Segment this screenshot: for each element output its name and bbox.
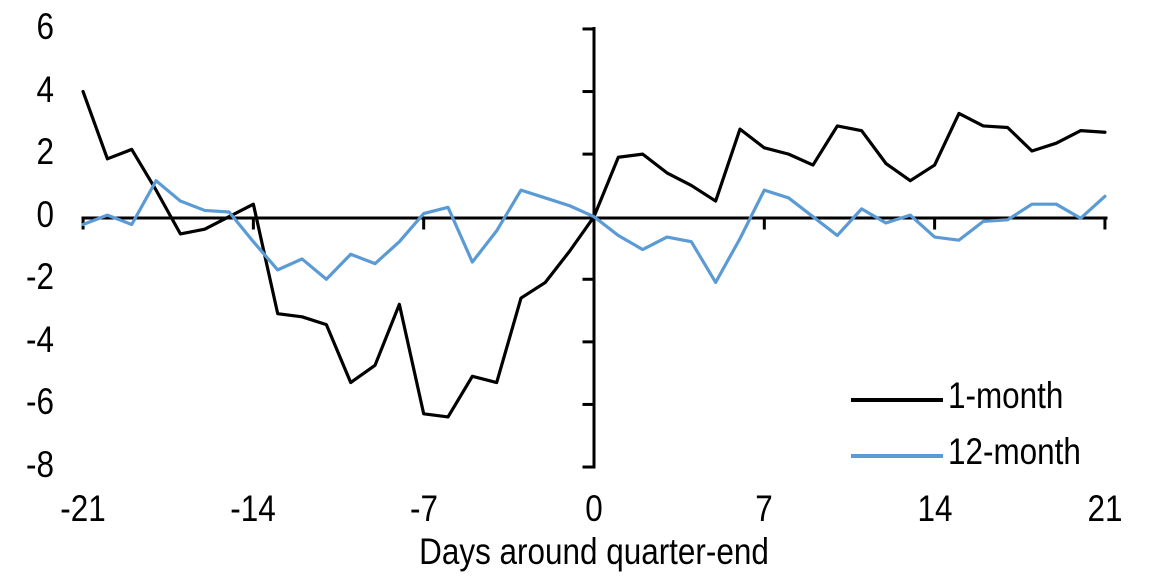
legend-label-12-month: 12-month [948, 431, 1081, 472]
y-tick-label: -8 [26, 444, 54, 486]
x-tick-label: 7 [755, 488, 774, 529]
legend-label-1-month: 1-month [948, 375, 1064, 416]
x-axis-title: Days around quarter-end [419, 531, 769, 572]
x-tick-label: -21 [60, 488, 106, 529]
y-tick-label: -2 [26, 256, 54, 298]
x-tick-label: -14 [230, 488, 277, 529]
series-line-1 [81, 179, 1107, 285]
y-tick-label: 2 [36, 131, 54, 173]
y-tick-label: 4 [36, 68, 54, 110]
y-tick-label: 0 [36, 193, 54, 235]
y-tick-label: -4 [26, 318, 54, 360]
x-tick-label: 0 [585, 488, 603, 529]
x-tick-label: -7 [409, 488, 438, 529]
y-tick-label: -6 [26, 381, 54, 423]
x-tick-label: 21 [1087, 488, 1123, 529]
x-tick-label: 14 [917, 488, 953, 529]
y-tick-label: 6 [36, 5, 54, 47]
